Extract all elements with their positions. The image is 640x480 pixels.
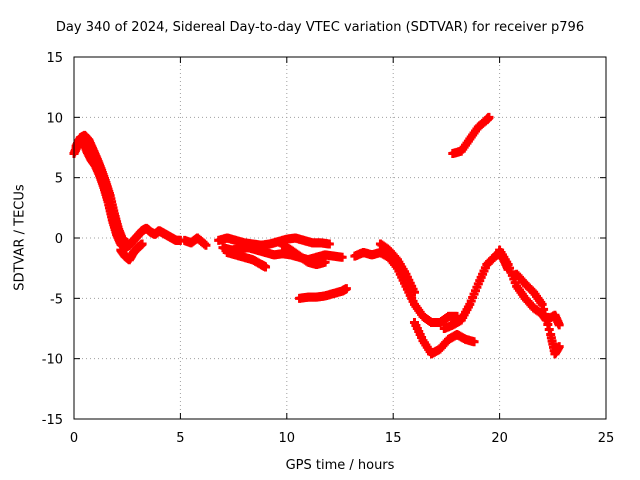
data-point <box>469 337 479 347</box>
y-axis-label: SDTVAR / TECUs <box>12 184 28 291</box>
data-point <box>337 252 347 262</box>
data-point <box>122 238 132 248</box>
y-tick-label: 10 <box>46 111 63 126</box>
y-tick-label: -5 <box>50 292 63 307</box>
y-tick-label: 15 <box>46 51 63 66</box>
x-tick-label: 15 <box>385 431 402 446</box>
data-point <box>201 240 211 250</box>
data-point <box>324 239 334 249</box>
x-tick-label: 25 <box>598 431 615 446</box>
x-tick-label: 10 <box>279 431 296 446</box>
data-point <box>341 284 351 294</box>
y-tick-label: 5 <box>55 172 63 187</box>
data-point <box>409 287 419 297</box>
chart-title: Day 340 of 2024, Sidereal Day-to-day VTE… <box>55 20 585 35</box>
data-point <box>261 262 271 272</box>
y-tick-label: 0 <box>55 232 63 247</box>
data-point <box>554 342 564 352</box>
data-point <box>484 112 494 122</box>
x-axis-label: GPS time / hours <box>285 458 395 473</box>
data-point <box>554 320 564 330</box>
y-tick-label: -15 <box>42 413 63 428</box>
data-point <box>320 257 330 267</box>
x-tick-label: 0 <box>70 431 78 446</box>
data-point <box>137 239 147 249</box>
x-tick-label: 20 <box>491 431 508 446</box>
x-tick-label: 5 <box>176 431 184 446</box>
y-tick-label: -10 <box>42 353 63 368</box>
